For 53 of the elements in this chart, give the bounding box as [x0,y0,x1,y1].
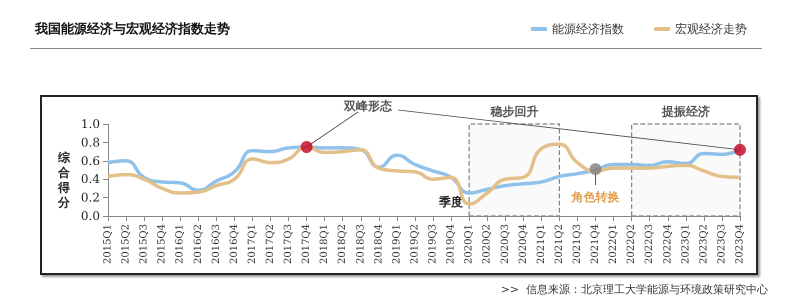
x-tick-label: 2020Q1 [464,224,475,264]
y-tick-label: 0.6 [80,154,100,168]
chart-title: 我国能源经济与宏观经济指数走势 [34,21,230,36]
x-tick-label: 2021Q4 [590,224,602,264]
legend-label: 宏观经济走势 [675,22,747,36]
x-tick-label: 2023Q1 [680,224,692,264]
x-tick-label: 2022Q3 [644,224,656,264]
y-tick-label: 0.0 [80,209,100,223]
x-tick-label: 2018Q1 [319,224,330,264]
x-tick-label: 2021Q2 [554,224,565,264]
y-tick-label: 0.2 [80,190,100,205]
y-axis-title: 综合得分 [57,150,71,210]
x-tick-label: 2023Q4 [734,224,746,264]
x-tick-label: 2020Q4 [518,224,529,264]
x-tick-label: 2016Q2 [192,224,204,264]
x-tick-label: 2017Q3 [283,224,294,264]
x-tick-label: 2020Q3 [500,224,511,264]
x-axis-title: 季度 [438,195,464,210]
x-tick-label: 2020Q2 [482,224,493,264]
x-tick-label: 2016Q1 [174,224,186,264]
x-tick-label: 2023Q3 [716,224,728,264]
y-tick-label: 1.0 [80,117,100,131]
x-tick-label: 2019Q1 [391,224,402,264]
y-tick-label: 0.8 [80,135,100,150]
x-tick-label: 2018Q3 [355,224,366,264]
x-tick-label: 2015Q4 [156,224,168,264]
text: >> 信息来源：北京理工大学能源与环境政策研究中心 [500,283,768,296]
x-tick-label: 2019Q2 [409,224,420,264]
x-tick-label: 2015Q1 [102,224,114,264]
annotation: 角色转换 [570,190,620,204]
x-tick-label: 2019Q4 [446,224,457,264]
band-label: 稳步回升 [489,104,538,118]
x-tick-label: 2015Q3 [138,224,150,264]
x-tick-label: 2018Q4 [373,224,384,264]
x-tick-label: 2016Q4 [228,224,240,264]
x-tick-label: 2021Q3 [572,224,583,264]
x-tick-label: 2017Q2 [265,224,276,264]
x-tick-label: 2017Q1 [246,224,258,264]
x-tick-label: 2022Q2 [626,224,638,264]
line-series [106,142,742,206]
band-label: 提振经济 [660,104,710,118]
y-tick-label: 0.4 [80,172,100,186]
annotation: 双峰形态 [343,99,393,113]
x-tick-label: 2022Q1 [608,224,620,264]
legend-label: 能源经济指数 [552,22,624,36]
x-tick-label: 2017Q4 [301,224,312,264]
x-tick-label: 2016Q3 [210,224,222,264]
x-tick-label: 2021Q1 [536,224,547,264]
x-tick-label: 2019Q3 [428,224,439,264]
x-tick-label: 2023Q2 [698,224,710,264]
x-tick-label: 2015Q2 [120,224,132,264]
x-tick-label: 2018Q2 [337,224,348,264]
x-tick-label: 2022Q4 [662,224,674,264]
